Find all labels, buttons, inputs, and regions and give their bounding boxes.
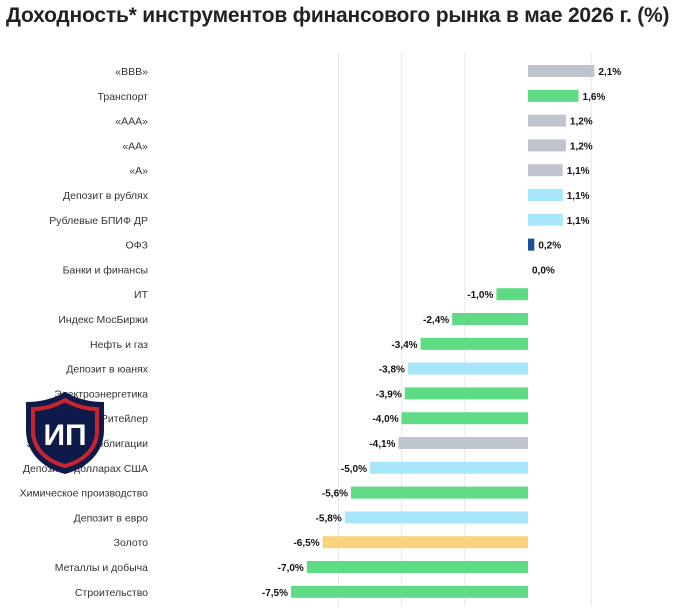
- category-label: Индекс МосБиржи: [58, 314, 148, 326]
- bar: [401, 412, 528, 425]
- value-label: -7,5%: [262, 588, 288, 599]
- bar: [528, 65, 595, 77]
- value-label: -3,4%: [391, 340, 417, 351]
- bar: [344, 511, 528, 524]
- bar: [528, 213, 563, 226]
- category-label: «BBB»: [115, 66, 148, 78]
- bar: [528, 164, 563, 177]
- value-label: -3,8%: [379, 365, 405, 376]
- bar: [404, 387, 528, 400]
- bar: [398, 437, 528, 449]
- value-label: 2,1%: [598, 67, 621, 78]
- value-label: -5,0%: [341, 464, 367, 475]
- bar: [291, 585, 528, 598]
- value-label: -5,6%: [322, 489, 348, 500]
- logo-shield-inner: [31, 397, 99, 469]
- value-label: -4,0%: [372, 414, 398, 425]
- bar: [528, 139, 566, 152]
- value-label: -5,8%: [316, 513, 342, 524]
- bar: [496, 288, 528, 301]
- category-label: Депозит в юанях: [66, 364, 148, 376]
- category-label: Металлы и добыча: [55, 562, 148, 574]
- category-label: Транспорт: [98, 91, 149, 103]
- value-label: 1,2%: [570, 117, 593, 128]
- category-label: Золото: [114, 537, 148, 549]
- logo-text: ИП: [43, 419, 86, 452]
- bar: [528, 189, 563, 201]
- bar: [407, 362, 528, 375]
- value-label: 0,0%: [532, 265, 555, 276]
- chart-title: Доходность* инструментов финансового рын…: [6, 4, 670, 27]
- category-label: ОФЗ: [126, 240, 149, 252]
- category-label: Рублевые БПИФ ДР: [49, 215, 148, 227]
- value-label: -7,0%: [278, 563, 304, 574]
- category-label: Строительство: [75, 587, 148, 599]
- bar: [528, 114, 566, 127]
- category-label: Банки и финансы: [63, 264, 148, 276]
- value-label: 0,2%: [538, 241, 561, 252]
- value-label: -1,0%: [467, 290, 493, 301]
- category-label: Депозит в евро: [74, 512, 149, 524]
- value-label: -3,9%: [376, 389, 402, 400]
- bar: [370, 461, 528, 474]
- category-label: ИТ: [134, 289, 149, 301]
- bar: [420, 337, 528, 350]
- bar: [452, 313, 528, 325]
- logo-shield-outer: [26, 392, 104, 474]
- value-label: 1,1%: [567, 166, 590, 177]
- category-label: «AA»: [122, 140, 148, 152]
- value-label: -4,1%: [369, 439, 395, 450]
- bar: [528, 89, 579, 102]
- category-label: Электроэнергетика: [54, 388, 148, 400]
- category-label: «AAA»: [115, 116, 148, 128]
- bar: [351, 486, 528, 499]
- value-label: -2,4%: [423, 315, 449, 326]
- category-label: Нефть и газ: [90, 339, 148, 351]
- value-label: 1,6%: [583, 92, 606, 103]
- category-label: Ритейлер: [101, 413, 148, 425]
- category-label: Депозит в рублях: [63, 190, 149, 202]
- value-label: 1,1%: [567, 216, 590, 227]
- bar: [528, 238, 535, 251]
- category-label: «A»: [129, 165, 148, 177]
- category-label: Химическое производство: [20, 488, 149, 500]
- ip-shield-logo: ИП: [26, 392, 104, 474]
- value-label: -6,5%: [293, 538, 319, 549]
- value-label: 1,2%: [570, 141, 593, 152]
- bar: [322, 536, 528, 549]
- bar: [306, 561, 528, 573]
- value-label: 1,1%: [567, 191, 590, 202]
